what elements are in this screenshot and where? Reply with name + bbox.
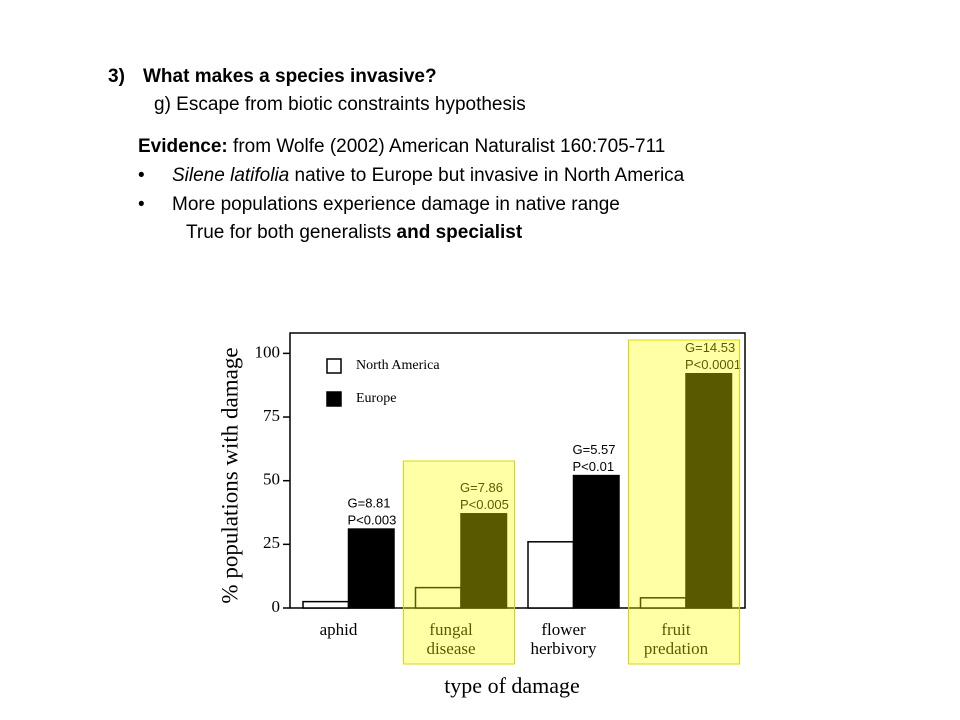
legend-swatch xyxy=(326,358,342,374)
annotation: P<0.005 xyxy=(460,497,509,512)
legend-swatch xyxy=(326,391,342,407)
x-tick-label: fruit xyxy=(661,620,691,639)
bar xyxy=(347,528,395,609)
bar xyxy=(302,600,350,609)
annotation: G=7.86 xyxy=(460,480,503,495)
annotation: P<0.0001 xyxy=(685,357,741,372)
x-tick-label: aphid xyxy=(320,620,358,639)
note-text: True for both generalists xyxy=(186,222,392,243)
legend-label: Europe xyxy=(356,391,396,406)
heading: What makes a species invasive? xyxy=(143,66,437,87)
bullet: Silene latifolia native to Europe but in… xyxy=(172,165,684,187)
y-tick-label: 50 xyxy=(263,470,280,489)
bullet-marker: • xyxy=(138,165,145,186)
species-name: Silene latifolia xyxy=(172,165,290,186)
annotation: P<0.003 xyxy=(348,513,397,528)
heading-number: 3) xyxy=(108,66,125,87)
x-tick-label: predation xyxy=(644,639,709,658)
bullet-text: More populations experience damage in na… xyxy=(172,194,620,215)
annotation: P<0.01 xyxy=(573,459,615,474)
x-axis-label: type of damage xyxy=(444,673,580,698)
plot-frame xyxy=(289,332,746,609)
x-tick-label: flower xyxy=(541,620,586,639)
annotation: G=8.81 xyxy=(348,496,391,511)
bullet-text: native to Europe but invasive in North A… xyxy=(294,165,685,186)
highlight-box xyxy=(403,460,515,665)
note-bold: and specialist xyxy=(396,222,523,243)
y-tick-label: 75 xyxy=(263,406,280,425)
x-tick-label: disease xyxy=(426,639,475,658)
y-tick-label: 100 xyxy=(255,342,281,361)
bullet-marker: • xyxy=(138,194,145,215)
bar xyxy=(685,372,733,609)
y-tick-label: 0 xyxy=(272,597,281,616)
highlight-box xyxy=(628,339,740,665)
note: True for both generalists and specialist xyxy=(186,222,522,244)
y-axis-label: % populations with damage xyxy=(217,347,242,603)
bar xyxy=(572,474,620,609)
bar xyxy=(460,513,508,609)
annotation: G=14.53 xyxy=(685,340,735,355)
evidence-text: from Wolfe (2002) American Naturalist 16… xyxy=(233,136,666,157)
legend-label: North America xyxy=(356,358,440,373)
evidence-label: Evidence: xyxy=(138,136,228,157)
y-tick-label: 25 xyxy=(263,533,280,552)
evidence-line: Evidence: from Wolfe (2002) American Nat… xyxy=(138,136,665,158)
subheading: g) Escape from biotic constraints hypoth… xyxy=(154,94,526,115)
x-tick-label: fungal xyxy=(429,620,473,639)
annotation: G=5.57 xyxy=(573,442,616,457)
x-tick-label: herbivory xyxy=(530,639,597,658)
bar xyxy=(527,541,575,609)
